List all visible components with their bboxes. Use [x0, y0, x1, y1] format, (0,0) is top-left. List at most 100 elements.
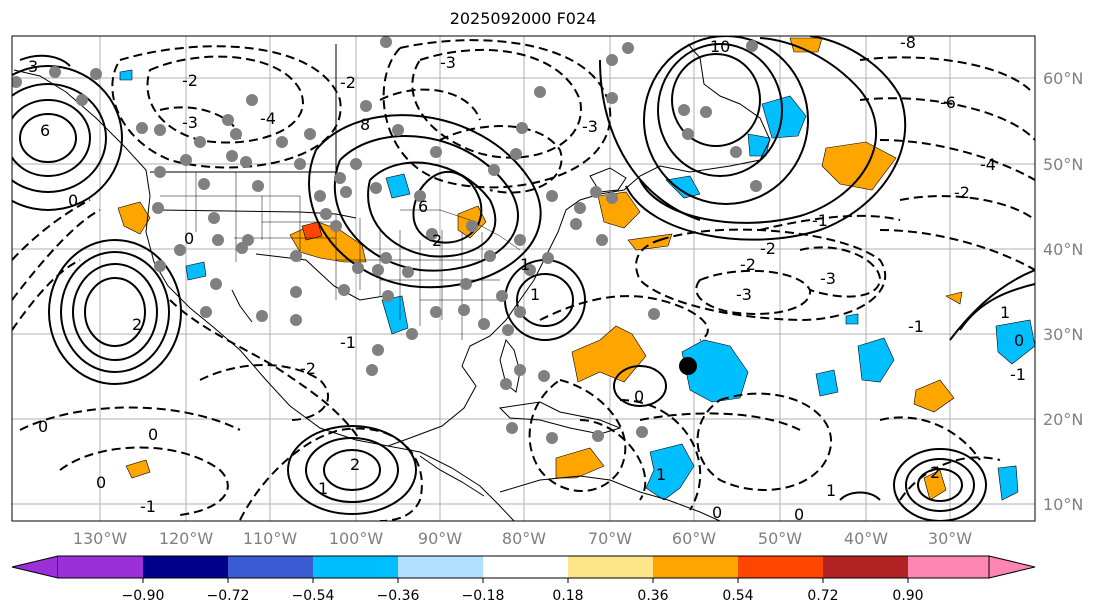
lat-label: 30°N: [1043, 325, 1083, 344]
svg-text:0: 0: [184, 229, 194, 248]
svg-text:-1: -1: [340, 333, 356, 352]
svg-text:6: 6: [40, 121, 50, 140]
svg-text:0: 0: [1014, 331, 1024, 350]
lon-label: 80°W: [502, 529, 546, 548]
svg-text:-1: -1: [1010, 365, 1026, 384]
lon-label: 40°W: [844, 529, 888, 548]
colorbar-segment: [313, 556, 398, 578]
svg-text:6: 6: [418, 197, 428, 216]
svg-text:-2: -2: [954, 183, 970, 202]
svg-text:-1: -1: [908, 317, 924, 336]
svg-text:-3: -3: [182, 113, 198, 132]
lat-label: 50°N: [1043, 155, 1083, 174]
colorbar-segment: [58, 556, 143, 578]
strong-positive-anomaly: [301, 221, 323, 241]
lon-label: 90°W: [418, 529, 462, 548]
svg-text:1: 1: [656, 465, 666, 484]
svg-text:0: 0: [38, 417, 48, 436]
lat-label: 60°N: [1043, 69, 1083, 88]
colorbar-segment: [398, 556, 483, 578]
svg-text:1: 1: [520, 255, 530, 274]
contour-labels: 3 6 0 2 0 -2 -3 -4 -2 8 6 2 -3 -3 1 -2 -…: [28, 33, 1026, 524]
lat-label: 10°N: [1043, 495, 1083, 514]
svg-text:-8: -8: [900, 33, 916, 52]
svg-text:-4: -4: [980, 155, 996, 174]
lon-label: 110°W: [243, 529, 298, 548]
svg-text:2: 2: [132, 315, 142, 334]
svg-text:-1: -1: [812, 211, 828, 230]
colorbar-segment: [568, 556, 653, 578]
svg-text:-2: -2: [182, 71, 198, 90]
svg-text:-2: -2: [760, 239, 776, 258]
lon-label: 30°W: [928, 529, 972, 548]
svg-text:2: 2: [350, 455, 360, 474]
colorbar-extend-min: [11, 555, 59, 579]
colorbar-tick-label: −0.54: [292, 588, 335, 604]
svg-text:-1: -1: [140, 497, 156, 516]
colorbar-segment: [143, 556, 228, 578]
colorbar: −0.90 −0.72 −0.54 −0.36 −0.18 0.18 0.36 …: [11, 555, 1036, 604]
svg-text:10: 10: [710, 37, 730, 56]
colorbar-tick-label: −0.72: [207, 588, 250, 604]
colorbar-tick-label: −0.90: [122, 588, 165, 604]
colorbar-tick-label: 0.90: [892, 588, 923, 604]
colorbar-tick-label: 0.18: [552, 588, 583, 604]
svg-text:1: 1: [318, 479, 328, 498]
longitude-labels: 130°W 120°W 110°W 100°W 90°W 80°W 70°W 6…: [73, 529, 972, 548]
svg-text:-3: -3: [736, 285, 752, 304]
lat-label: 20°N: [1043, 410, 1083, 429]
lon-label: 130°W: [73, 529, 128, 548]
lon-label: 70°W: [588, 529, 632, 548]
svg-text:8: 8: [360, 115, 370, 134]
svg-text:-3: -3: [440, 53, 456, 72]
colorbar-extend-max: [988, 555, 1036, 579]
colorbar-tick-label: 0.36: [637, 588, 668, 604]
svg-text:-3: -3: [582, 117, 598, 136]
map-title: 2025092000 F024: [449, 9, 597, 28]
svg-text:1: 1: [826, 481, 836, 500]
lon-label: 50°W: [758, 529, 802, 548]
svg-text:0: 0: [96, 473, 106, 492]
positive-contours: [12, 36, 1035, 521]
colorbar-segment: [738, 556, 823, 578]
colorbar-segment: [483, 556, 568, 578]
svg-text:-3: -3: [820, 269, 836, 288]
lon-label: 120°W: [159, 529, 214, 548]
lat-label: 40°N: [1043, 240, 1083, 259]
svg-text:3: 3: [28, 57, 38, 76]
svg-text:-4: -4: [260, 109, 276, 128]
graticule: [12, 36, 1035, 521]
svg-text:-2: -2: [300, 359, 316, 378]
map-frame: [11, 35, 1036, 522]
svg-text:0: 0: [634, 387, 644, 406]
svg-text:-2: -2: [740, 255, 756, 274]
svg-text:1: 1: [530, 285, 540, 304]
colorbar-segment: [228, 556, 313, 578]
colorbar-segment: [653, 556, 738, 578]
svg-text:-6: -6: [940, 93, 956, 112]
svg-text:0: 0: [68, 191, 78, 210]
negative-anomaly-areas: [119, 69, 1035, 501]
svg-text:1: 1: [1000, 303, 1010, 322]
state-boundaries: [160, 172, 521, 340]
positive-anomaly-areas: [117, 37, 963, 501]
colorbar-tick-label: −0.36: [377, 588, 420, 604]
svg-text:2: 2: [930, 463, 940, 482]
lon-label: 60°W: [672, 529, 716, 548]
svg-text:2: 2: [432, 231, 442, 250]
location-marker: [679, 357, 697, 375]
colorbar-segment: [823, 556, 908, 578]
colorbar-tick-label: −0.18: [462, 588, 505, 604]
svg-text:0: 0: [712, 503, 722, 522]
colorbar-tick-label: 0.72: [807, 588, 838, 604]
colorbar-segment: [908, 556, 989, 578]
station-markers: [12, 36, 762, 444]
svg-text:0: 0: [148, 425, 158, 444]
colorbar-tick-label: 0.54: [722, 588, 753, 604]
svg-text:-2: -2: [340, 73, 356, 92]
coastlines: [13, 43, 771, 521]
latitude-labels: 60°N 50°N 40°N 30°N 20°N 10°N: [1043, 69, 1083, 514]
lon-label: 100°W: [329, 529, 384, 548]
svg-text:0: 0: [794, 505, 804, 524]
